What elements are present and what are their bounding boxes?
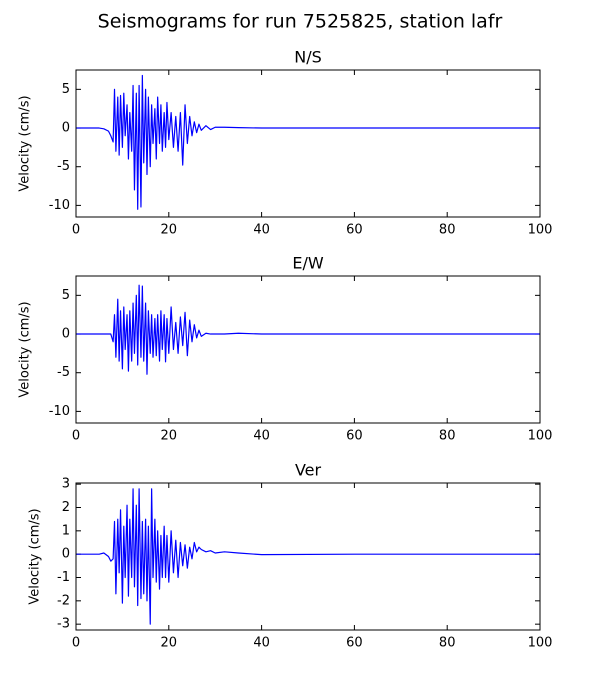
axes-frame <box>75 482 541 631</box>
x-tick-label: 40 <box>253 223 270 238</box>
x-tick-label: 100 <box>528 429 553 444</box>
subplot-title: Ver <box>295 461 322 480</box>
axes-frame <box>75 275 541 424</box>
y-axis-label: Velocity (cm/s) <box>18 301 33 397</box>
y-axis-label: Velocity (cm/s) <box>18 95 33 191</box>
y-tick-label: 0 <box>62 547 70 562</box>
subplot-title: E/W <box>292 254 324 273</box>
waveform <box>76 284 540 375</box>
y-tick-label: 3 <box>62 477 70 492</box>
x-tick-label: 60 <box>346 636 363 651</box>
waveform <box>76 74 540 210</box>
y-tick-label: 5 <box>62 82 70 97</box>
x-tick-label: 100 <box>528 636 553 651</box>
y-tick-label: 1 <box>62 523 70 538</box>
x-tick-label: 80 <box>439 223 456 238</box>
y-tick-label: -3 <box>57 617 70 632</box>
subplot-title: N/S <box>294 48 322 67</box>
figure-title: Seismograms for run 7525825, station laf… <box>98 11 503 33</box>
y-tick-label: 0 <box>62 327 70 342</box>
x-tick-label: 0 <box>72 636 80 651</box>
x-tick-label: 80 <box>439 636 456 651</box>
y-tick-label: -10 <box>49 404 70 419</box>
y-tick-label: -5 <box>57 159 70 174</box>
axes-frame <box>75 69 541 218</box>
x-tick-label: 60 <box>346 223 363 238</box>
x-tick-label: 100 <box>528 223 553 238</box>
x-tick-label: 40 <box>253 429 270 444</box>
y-tick-label: -2 <box>57 593 70 608</box>
y-tick-label: 5 <box>62 288 70 303</box>
x-tick-label: 20 <box>161 429 178 444</box>
x-tick-label: 0 <box>72 223 80 238</box>
y-tick-label: 0 <box>62 121 70 136</box>
y-axis-label: Velocity (cm/s) <box>28 508 43 604</box>
x-tick-label: 0 <box>72 429 80 444</box>
y-tick-label: -1 <box>57 570 70 585</box>
x-tick-label: 40 <box>253 636 270 651</box>
y-tick-label: -10 <box>49 198 70 213</box>
waveform <box>76 488 540 625</box>
x-tick-label: 80 <box>439 429 456 444</box>
y-tick-label: -5 <box>57 365 70 380</box>
x-tick-label: 60 <box>346 429 363 444</box>
x-tick-label: 20 <box>161 223 178 238</box>
y-tick-label: 2 <box>62 500 70 515</box>
x-tick-label: 20 <box>161 636 178 651</box>
